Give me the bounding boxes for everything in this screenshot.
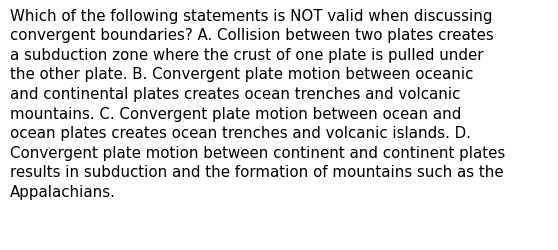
Text: Which of the following statements is NOT valid when discussing
convergent bounda: Which of the following statements is NOT…: [10, 9, 506, 199]
